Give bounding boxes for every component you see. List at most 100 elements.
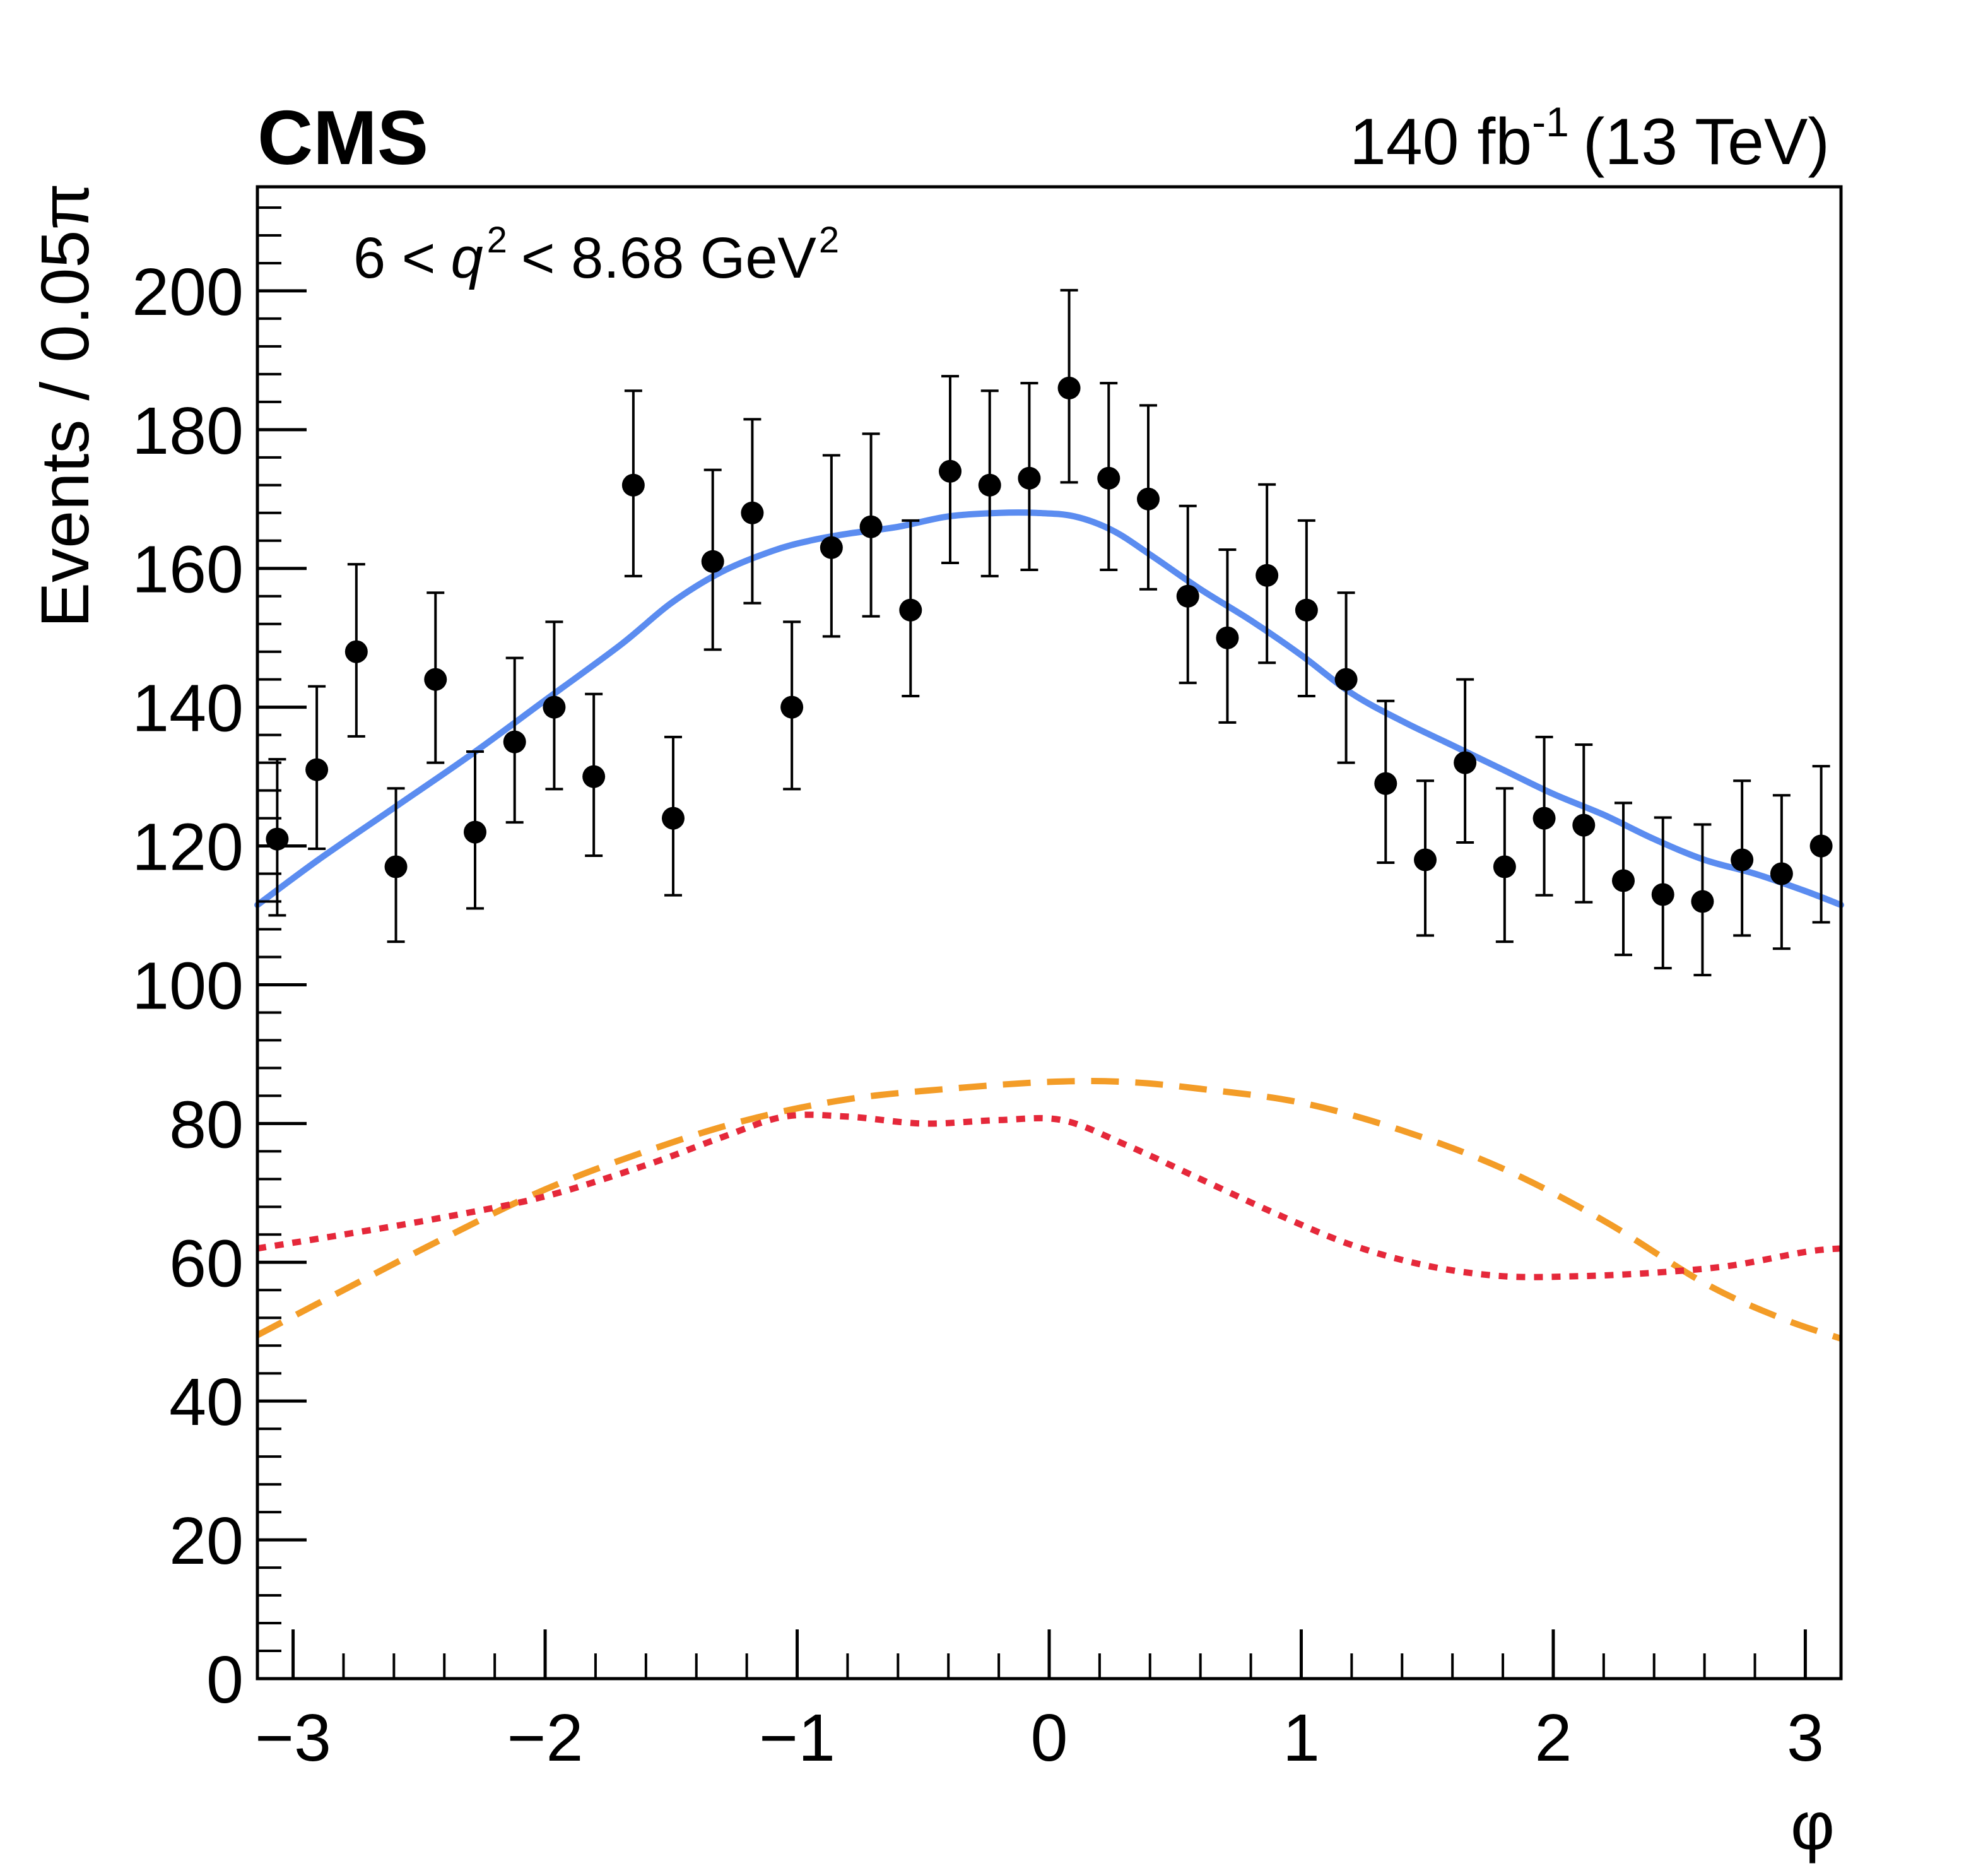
- data-marker: [661, 807, 685, 830]
- luminosity-value: 140 fb: [1350, 105, 1532, 179]
- data-marker: [424, 668, 447, 691]
- data-marker: [305, 758, 329, 781]
- data-point: [1809, 765, 1833, 924]
- data-point: [1097, 382, 1120, 571]
- region-label: 6 < q 2 < 8.68 GeV2: [353, 220, 839, 290]
- data-point: [701, 468, 724, 651]
- fit-curves: [254, 509, 1844, 1342]
- luminosity-exponent: -1: [1532, 98, 1569, 145]
- data-point: [1295, 519, 1318, 698]
- y-tick-label: 60: [169, 1226, 244, 1301]
- y-tick-label: 20: [169, 1504, 244, 1578]
- region-variable-exponent: 2: [487, 220, 507, 261]
- data-point: [1691, 823, 1714, 977]
- data-marker: [1493, 855, 1516, 878]
- data-point: [1493, 787, 1516, 943]
- data-point: [1018, 382, 1041, 571]
- data-marker: [384, 855, 408, 878]
- series-line-dotted: [257, 1111, 1842, 1280]
- x-tick-label: 0: [1031, 1701, 1068, 1775]
- data-point: [820, 454, 843, 638]
- data-point: [463, 750, 486, 910]
- data-point: [305, 685, 329, 850]
- data-marker: [859, 515, 883, 538]
- experiment-label: CMS: [257, 95, 428, 180]
- data-marker: [1295, 598, 1318, 622]
- data-marker: [1612, 869, 1635, 892]
- data-marker: [701, 550, 724, 573]
- region-middle: < 8.68 GeV: [521, 226, 816, 290]
- data-marker: [1374, 772, 1397, 795]
- data-point: [1651, 816, 1674, 970]
- region-unit-exponent: 2: [819, 220, 839, 261]
- y-axis-title: Events / 0.05π: [26, 183, 103, 628]
- y-tick-label: 40: [169, 1365, 244, 1439]
- data-marker: [543, 695, 566, 719]
- data-point: [1612, 801, 1635, 957]
- data-marker: [1176, 584, 1199, 608]
- region-variable: q: [450, 226, 483, 290]
- data-point: [1731, 779, 1754, 937]
- luminosity-label: 140 fb-1 (13 TeV): [1350, 98, 1830, 179]
- data-point: [780, 620, 804, 791]
- y-tick-label: 0: [206, 1643, 244, 1717]
- data-marker: [1691, 890, 1714, 913]
- data-point: [503, 656, 526, 824]
- axes: 0 20 40 60 80 100 120 140 160 180 200 −3 −2 −1 0 1 2 3: [132, 185, 1843, 1775]
- data-points: [266, 288, 1833, 977]
- data-point: [1454, 678, 1477, 844]
- data-marker: [1018, 466, 1041, 490]
- data-point: [543, 620, 566, 791]
- data-point: [1216, 548, 1239, 724]
- data-marker: [1256, 564, 1279, 587]
- data-marker: [939, 459, 962, 483]
- data-marker: [1414, 848, 1437, 872]
- data-point: [1256, 483, 1279, 665]
- data-point: [621, 389, 645, 577]
- data-point: [1136, 404, 1160, 591]
- x-tick-label: 3: [1787, 1701, 1824, 1775]
- data-point: [1572, 743, 1596, 904]
- data-marker: [820, 536, 843, 559]
- x-tick-label: −2: [507, 1701, 584, 1775]
- data-marker: [741, 501, 764, 524]
- y-tick-label: 180: [132, 394, 244, 468]
- data-marker: [1809, 834, 1833, 858]
- y-tick-label: 160: [132, 533, 244, 607]
- data-marker: [1057, 376, 1081, 399]
- data-point: [1176, 504, 1199, 685]
- data-marker: [621, 473, 645, 497]
- data-point: [899, 519, 922, 698]
- data-point: [344, 563, 368, 738]
- data-point: [939, 375, 962, 564]
- data-point: [1770, 794, 1793, 950]
- x-axis-title: φ: [1791, 1787, 1835, 1864]
- data-marker: [1731, 848, 1754, 872]
- data-marker: [1136, 487, 1160, 511]
- data-marker: [1334, 668, 1358, 691]
- y-tick-label: 80: [169, 1087, 244, 1162]
- series-line-dashed: [256, 1078, 1842, 1342]
- data-marker: [978, 473, 1001, 497]
- data-point: [384, 787, 408, 943]
- y-tick-label: 200: [132, 255, 244, 329]
- data-point: [582, 692, 606, 857]
- y-tick-label: 100: [132, 948, 244, 1023]
- x-tick-label: 1: [1283, 1701, 1320, 1775]
- data-point: [859, 432, 883, 618]
- data-point: [1374, 699, 1397, 864]
- y-tick-label: 120: [132, 810, 244, 885]
- data-marker: [1454, 751, 1477, 774]
- data-point: [1334, 591, 1358, 764]
- data-marker: [1532, 807, 1556, 830]
- data-point: [424, 591, 447, 764]
- data-marker: [1216, 626, 1239, 649]
- data-marker: [503, 730, 526, 753]
- data-point: [1057, 288, 1081, 484]
- data-marker: [582, 765, 606, 788]
- data-marker: [1097, 466, 1120, 490]
- data-marker: [344, 640, 368, 663]
- energy-label: (13 TeV): [1583, 105, 1830, 179]
